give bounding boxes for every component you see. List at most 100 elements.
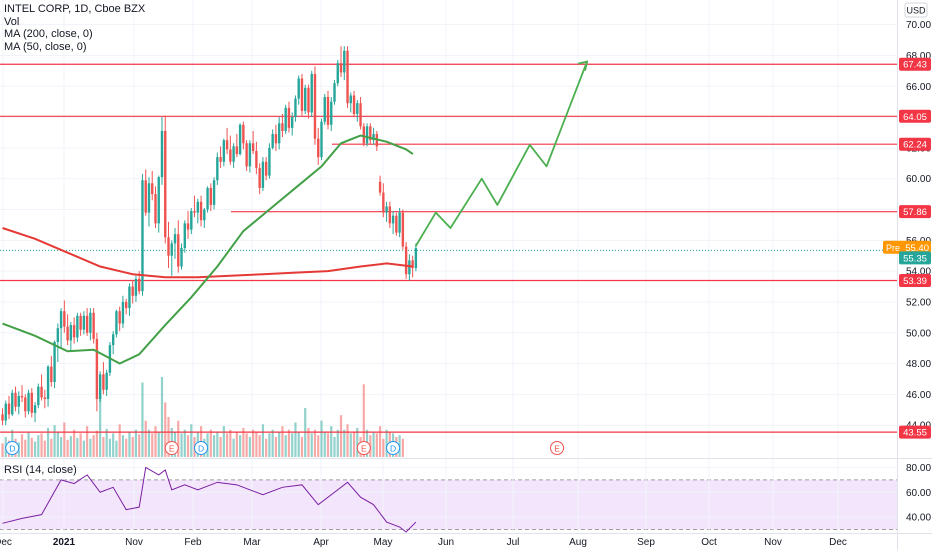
candle-body [7, 403, 11, 415]
candle-body [134, 278, 138, 296]
volume-bar [313, 429, 317, 457]
volume-bar [248, 437, 251, 457]
volume-bar [131, 437, 134, 457]
candle-body [307, 87, 310, 113]
candle-body [63, 311, 66, 327]
volume-bar [300, 437, 304, 457]
candle-body [46, 366, 50, 399]
candle-body [121, 301, 125, 324]
rsi-legend[interactable]: RSI (14, close) [4, 464, 77, 476]
event-marker-text: D [198, 444, 204, 454]
candle-body [4, 403, 7, 421]
candle-body [277, 123, 281, 144]
candle-body [17, 395, 20, 407]
candle-body [1, 414, 4, 421]
volume-bar [297, 431, 300, 457]
candle-body [128, 286, 131, 309]
ma200-line [2, 227, 413, 279]
volume-bar [92, 435, 95, 457]
candle-body [297, 78, 300, 99]
volume-bar [339, 415, 343, 457]
projection-arrowhead [577, 60, 589, 71]
volume-bar [291, 433, 294, 457]
volume-bar [362, 384, 365, 457]
candle-body [362, 126, 366, 144]
time-tick-label: Nov [764, 537, 782, 548]
candle-body [395, 215, 398, 233]
earnings-marker [356, 441, 371, 455]
candle-body [105, 372, 108, 390]
dividend-marker [194, 441, 209, 455]
volume-bar [40, 433, 43, 457]
candle-body [164, 130, 167, 238]
candle-body [352, 95, 356, 114]
level-price-label-text: 62.24 [903, 140, 927, 151]
candle-body [95, 338, 99, 399]
volume-bar [307, 427, 310, 457]
volume-bar [86, 426, 89, 457]
volume-bar [102, 437, 105, 457]
time-tick-label: Dec [829, 537, 847, 548]
candle-body [411, 260, 414, 269]
volume-bar [323, 431, 326, 457]
volume-bar [232, 438, 235, 457]
candle-body [330, 101, 333, 125]
volume-bar [216, 431, 219, 457]
event-marker-text: E [361, 444, 367, 454]
volume-bar [134, 429, 138, 457]
rsi-line [2, 466, 417, 533]
volume-bar [141, 382, 144, 457]
volume-bars [1, 377, 404, 457]
candle-body [365, 126, 369, 144]
time-tick-label: Jun [438, 537, 454, 548]
volume-bar [375, 433, 378, 457]
price-labels: 67.43 64.05 62.24 57.86 53.39 43.55 Pre 55.4055… [883, 57, 931, 439]
volume-bar [99, 386, 102, 457]
legend-ma50[interactable]: MA (50, close, 0) [4, 40, 87, 53]
candle-body [222, 140, 226, 162]
volume-bar [206, 433, 209, 457]
volume-bar [268, 433, 271, 457]
time-tick-label: Mar [243, 537, 261, 548]
candle-body [242, 124, 245, 144]
price-tick-label: 70.00 [906, 20, 931, 31]
legend-ma200[interactable]: MA (200, close, 0) [4, 28, 93, 40]
volume-bar [336, 429, 339, 457]
candlesticks[interactable] [1, 46, 418, 426]
time-tick-label: Dec [0, 537, 12, 548]
candle-body [310, 73, 313, 113]
price-tick-label: 50.00 [906, 328, 931, 339]
horizontal-levels[interactable] [0, 63, 897, 433]
volume-bar [225, 433, 229, 457]
candle-body [59, 311, 63, 329]
candle-body [14, 392, 17, 407]
level-price-label-bg [899, 274, 931, 288]
volume-bar [239, 435, 242, 457]
candle-body [323, 97, 326, 122]
volume-bar [1, 443, 4, 457]
price-tick-label: 52.00 [906, 297, 931, 308]
legend-vol[interactable]: Vol [4, 15, 20, 28]
projection-path[interactable] [414, 60, 589, 247]
volume-bar [310, 433, 313, 457]
candle-body [290, 117, 294, 128]
earnings-marker [550, 441, 565, 455]
ma50-line [2, 134, 414, 365]
candle-body [79, 315, 82, 330]
volume-bar [105, 428, 108, 457]
volume-bar [401, 438, 404, 457]
candle-body [177, 234, 180, 267]
pre-price-bg [883, 240, 931, 254]
candle-body [27, 392, 30, 412]
candle-body [304, 87, 307, 111]
candle-body [245, 143, 248, 167]
volume-bar [385, 429, 388, 457]
candle-body [284, 107, 287, 131]
candle-body [229, 149, 232, 162]
volume-bar [258, 435, 261, 457]
legend-symbol[interactable]: INTEL CORP, 1D, Cboe BZX [4, 3, 146, 15]
volume-bar [235, 431, 238, 457]
time-tick-label: Sep [637, 537, 655, 548]
